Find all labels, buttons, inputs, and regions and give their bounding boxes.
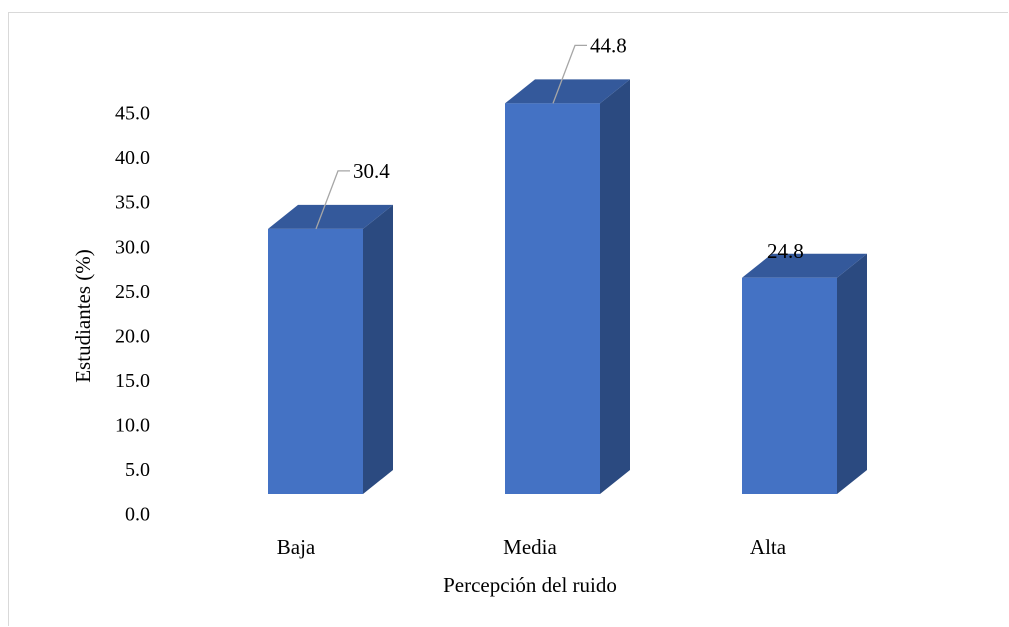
data-label: 24.8 (767, 239, 804, 263)
y-axis-ticks: 0.0 5.0 10.0 15.0 20.0 25.0 30.0 35.0 40.0 45.0 (115, 103, 150, 526)
y-tick-label: 5.0 (125, 459, 150, 481)
y-tick-label: 20.0 (115, 325, 150, 347)
bar-media-top (505, 79, 630, 104)
bar-alta (742, 253, 867, 494)
bar-alta-front (742, 277, 837, 494)
y-tick-label: 30.0 (115, 236, 150, 258)
data-label-leader-line (552, 44, 587, 104)
x-axis-label: Percepción del ruido (443, 573, 617, 597)
y-tick-label: 35.0 (115, 192, 150, 214)
bar-alta-top (742, 253, 867, 278)
y-axis-label: Estudiantes (%) (71, 249, 95, 383)
bar-baja-top (268, 204, 393, 229)
x-category-label: Baja (277, 535, 316, 559)
bar-baja (268, 204, 393, 495)
y-tick-label: 45.0 (115, 103, 150, 125)
y-tick-label: 25.0 (115, 281, 150, 303)
bar-media (505, 79, 630, 495)
x-category-label: Alta (750, 535, 787, 559)
data-labels: 30.4 44.8 24.8 (315, 33, 804, 263)
chart-frame (8, 12, 1008, 626)
data-label: 44.8 (590, 33, 627, 57)
data-label-leader-line (315, 170, 350, 230)
bar-media-side (600, 79, 630, 495)
y-tick-label: 40.0 (115, 147, 150, 169)
bar-baja-front (268, 228, 363, 495)
y-tick-label: 15.0 (115, 370, 150, 392)
x-axis-categories: Baja Media Alta (277, 535, 787, 559)
y-tick-label: 0.0 (125, 504, 150, 526)
x-category-label: Media (503, 535, 557, 559)
data-label: 30.4 (353, 159, 390, 183)
y-tick-label: 10.0 (115, 414, 150, 436)
bar-media-front (505, 103, 600, 495)
bar-alta-side (837, 253, 867, 494)
bars (268, 79, 867, 495)
bar-baja-side (363, 204, 393, 495)
